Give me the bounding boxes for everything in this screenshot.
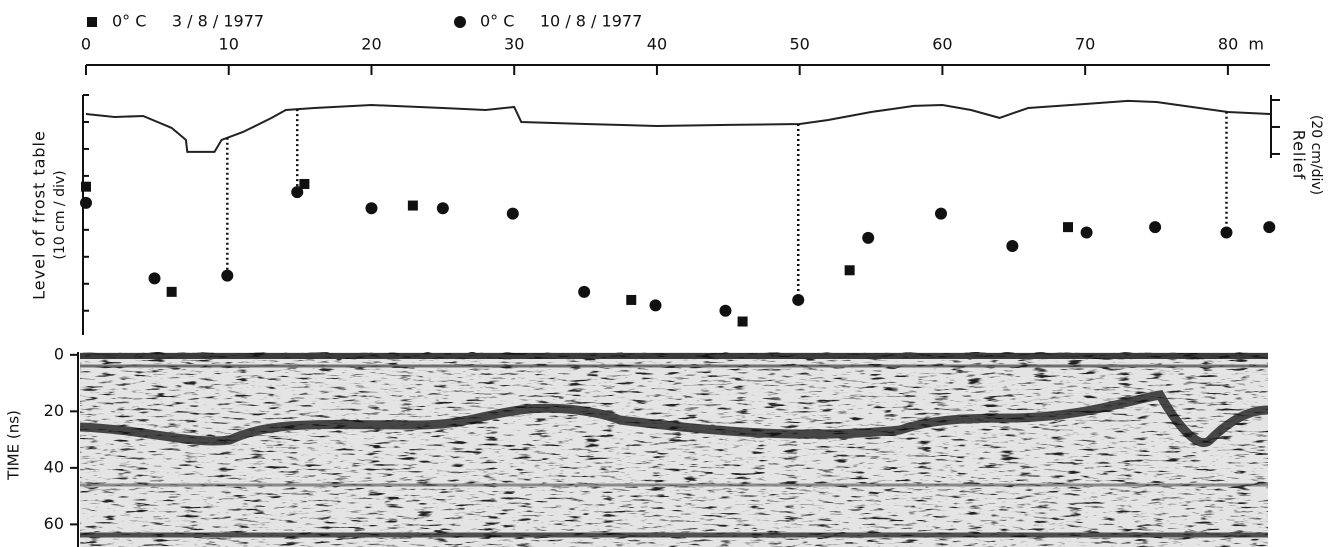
x-tick-label: 80 m bbox=[1218, 35, 1264, 54]
time-tick-label: 60 bbox=[44, 514, 64, 533]
radargram bbox=[80, 352, 1268, 547]
point-circle bbox=[80, 196, 92, 209]
point-square bbox=[626, 294, 637, 305]
x-tick-label: 40 bbox=[647, 35, 667, 54]
point-circle bbox=[1006, 240, 1019, 253]
point-square bbox=[166, 286, 177, 297]
point-circle bbox=[221, 269, 234, 282]
legend: 0° C 3 / 8 / 1977 0° C 10 / 8 / 1977 bbox=[87, 12, 642, 31]
y2-axis-label: Relief bbox=[1290, 130, 1309, 181]
point-circle bbox=[934, 207, 947, 220]
point-circle bbox=[365, 202, 378, 215]
x-tick-label: 30 bbox=[504, 35, 524, 54]
legend-label: 0° C 3 / 8 / 1977 bbox=[112, 12, 264, 31]
point-circle bbox=[649, 299, 662, 312]
point-circle bbox=[1080, 226, 1093, 239]
point-circle bbox=[436, 202, 449, 215]
point-circle bbox=[578, 285, 591, 298]
point-square bbox=[299, 178, 310, 189]
point-square bbox=[844, 265, 855, 276]
y-axis-unit: (10 cm / div) bbox=[52, 170, 68, 259]
x-tick-label: 70 bbox=[1075, 35, 1095, 54]
x-tick-label: 20 bbox=[361, 35, 381, 54]
relief-line bbox=[85, 99, 1271, 153]
point-square bbox=[737, 316, 748, 327]
time-tick-label: 40 bbox=[44, 457, 64, 476]
time-tick-label: 0 bbox=[54, 344, 64, 363]
legend-marker bbox=[87, 17, 97, 27]
legend-marker bbox=[454, 16, 466, 28]
y-axis-label: Level of frost table bbox=[30, 130, 49, 300]
x-tick-label: 0 bbox=[81, 35, 91, 54]
x-tick-label: 60 bbox=[932, 35, 952, 54]
point-square bbox=[81, 181, 91, 192]
time-tick-label: 20 bbox=[44, 401, 64, 420]
point-circle bbox=[1220, 226, 1233, 239]
time-axis-label: TIME (ns) bbox=[5, 410, 23, 481]
point-circle bbox=[792, 293, 805, 306]
x-tick-label: 50 bbox=[790, 35, 810, 54]
point-circle bbox=[862, 231, 875, 244]
point-square bbox=[1063, 222, 1074, 233]
point-circle bbox=[291, 186, 304, 199]
point-circle bbox=[1263, 221, 1276, 234]
point-circle bbox=[1149, 221, 1162, 234]
point-square bbox=[407, 200, 418, 211]
x-tick-label: 10 bbox=[219, 35, 239, 54]
point-circle bbox=[148, 272, 161, 285]
legend-label: 0° C 10 / 8 / 1977 bbox=[480, 12, 642, 31]
y2-axis-unit: (20 cm/div) bbox=[1308, 115, 1324, 195]
point-circle bbox=[719, 304, 732, 317]
point-circle bbox=[506, 207, 519, 220]
